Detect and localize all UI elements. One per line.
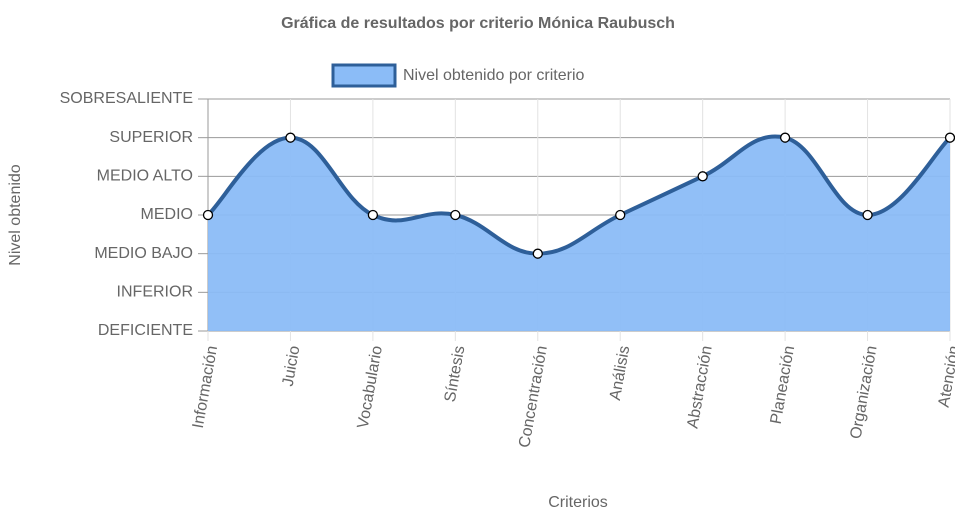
x-tick-label: Información bbox=[190, 344, 221, 429]
point bbox=[285, 132, 296, 143]
legend-label: Nivel obtenido por criterio bbox=[403, 67, 585, 84]
y-tick-label: INFERIOR bbox=[117, 284, 193, 301]
x-tick-label: Atención bbox=[936, 344, 955, 408]
x-tick-label: Planeación bbox=[768, 344, 799, 425]
x-tick-label: Organización bbox=[848, 344, 881, 440]
y-tick-label: SUPERIOR bbox=[109, 129, 193, 146]
line bbox=[206, 134, 952, 256]
point bbox=[779, 132, 791, 143]
point bbox=[367, 209, 379, 221]
x-tick-label: Vocabulario bbox=[355, 344, 386, 429]
x-tick-label: Juicio bbox=[280, 344, 304, 387]
point bbox=[450, 209, 461, 221]
point bbox=[944, 132, 955, 143]
x-axis-title: Criterios bbox=[548, 494, 608, 511]
chart-title: Gráfica de resultados por criterio Mónic… bbox=[281, 15, 675, 32]
area-fill bbox=[208, 136, 950, 331]
y-tick-label: MEDIO ALTO bbox=[97, 168, 193, 185]
legend-swatch bbox=[331, 63, 397, 88]
x-tick-label: Concentración bbox=[516, 344, 551, 449]
y-tick-label: SOBRESALIENTE bbox=[60, 90, 193, 107]
y-tick-label: MEDIO bbox=[141, 206, 193, 223]
y-tick-label: MEDIO BAJO bbox=[94, 245, 193, 262]
point bbox=[697, 171, 708, 182]
point bbox=[202, 209, 214, 221]
x-tick-label: Abstracción bbox=[685, 344, 716, 429]
point bbox=[615, 209, 626, 221]
point bbox=[862, 209, 873, 221]
point bbox=[532, 248, 543, 259]
y-tick-label: DEFICIENTE bbox=[98, 322, 193, 339]
x-tick-label: Síntesis bbox=[442, 344, 469, 403]
y-axis-title: Nivel obtenido bbox=[7, 164, 24, 266]
x-tick-label: Análisis bbox=[607, 344, 633, 401]
